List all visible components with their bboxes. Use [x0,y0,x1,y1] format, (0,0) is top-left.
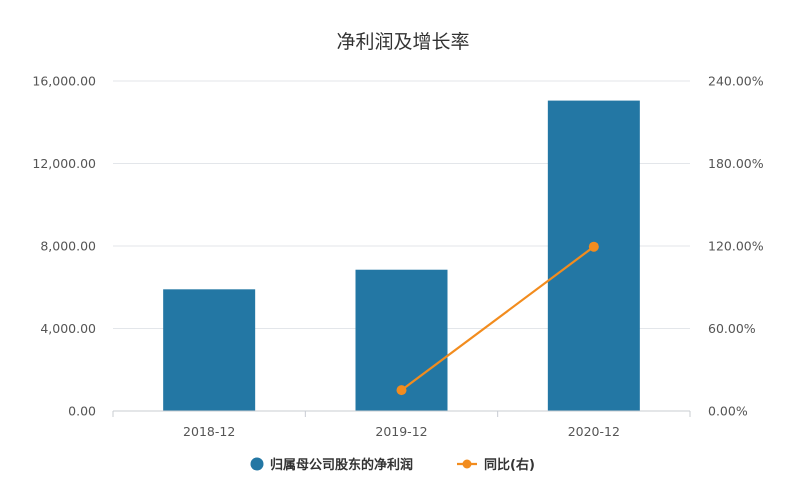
x-tick-label: 2018-12 [183,424,235,439]
right-axis-ticks: 0.00% 60.00% 120.00% 180.00% 240.00% [708,74,764,419]
legend-line-label: 同比(右) [484,457,535,473]
chart-title: 净利润及增长率 [336,31,469,53]
left-tick-label: 4,000.00 [40,321,96,336]
left-axis-ticks: 0.00 4,000.00 8,000.00 12,000.00 16,000.00 [32,74,96,419]
legend-bar-label: 归属母公司股东的净利润 [270,457,413,473]
right-tick-label: 60.00% [708,321,756,336]
x-tick-label: 2020-12 [568,424,620,439]
bar-series [163,100,640,411]
line-path [400,245,595,391]
bar-2018-12[interactable] [163,289,256,411]
line-point-2019-12[interactable] [396,385,407,396]
x-axis: 2018-12 2019-12 2020-12 [112,410,691,439]
line-series [396,241,599,396]
left-tick-label: 16,000.00 [32,74,96,89]
right-tick-label: 0.00% [708,404,748,419]
left-tick-label: 8,000.00 [40,239,96,254]
left-tick-label: 12,000.00 [32,156,96,171]
legend-item-line[interactable]: 同比(右) [457,457,535,473]
x-tick-label: 2019-12 [375,424,427,439]
line-point-2020-12[interactable] [588,241,599,252]
legend[interactable]: 归属母公司股东的净利润 同比(右) [250,457,535,473]
left-tick-label: 0.00 [68,404,96,419]
bar-2020-12[interactable] [547,100,640,411]
right-tick-label: 180.00% [708,156,764,171]
legend-bar-marker [250,457,264,471]
legend-item-bar[interactable]: 归属母公司股东的净利润 [250,457,414,473]
right-tick-label: 240.00% [708,74,764,89]
legend-line-marker [462,459,472,469]
right-tick-label: 120.00% [708,239,764,254]
